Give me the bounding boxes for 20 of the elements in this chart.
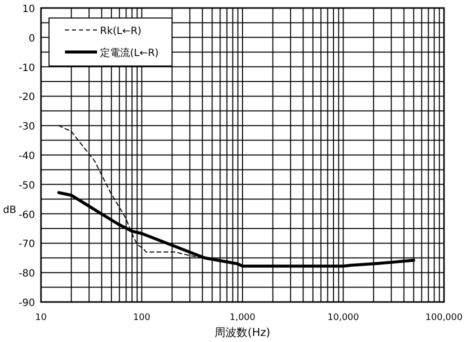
x-tick-label: 10	[35, 313, 47, 323]
x-tick-label: 10,000	[328, 313, 360, 323]
y-tick-label: 10	[22, 4, 35, 15]
x-axis-title: 周波数(Hz)	[214, 326, 270, 339]
y-tick-label: -40	[18, 151, 35, 162]
x-tick-label: 1,000	[230, 313, 256, 323]
y-tick-label: -70	[18, 239, 35, 250]
y-tick-label: -90	[18, 298, 35, 309]
y-tick-label: -30	[18, 122, 35, 133]
legend-label: Rk(L←R)	[100, 26, 142, 37]
x-tick-label: 100	[133, 313, 151, 323]
x-tick-label: 100,000	[425, 313, 463, 323]
y-tick-label: -10	[18, 62, 35, 74]
y-tick-label: 0	[28, 33, 35, 44]
legend-label: 定電流(L←R)	[100, 47, 159, 59]
y-tick-label: -80	[18, 268, 35, 280]
y-tick-label: -60	[18, 210, 35, 221]
y-tick-label: -20	[18, 92, 35, 104]
y-tick-label: -50	[18, 180, 35, 192]
y-axis-title: dB	[3, 205, 16, 216]
